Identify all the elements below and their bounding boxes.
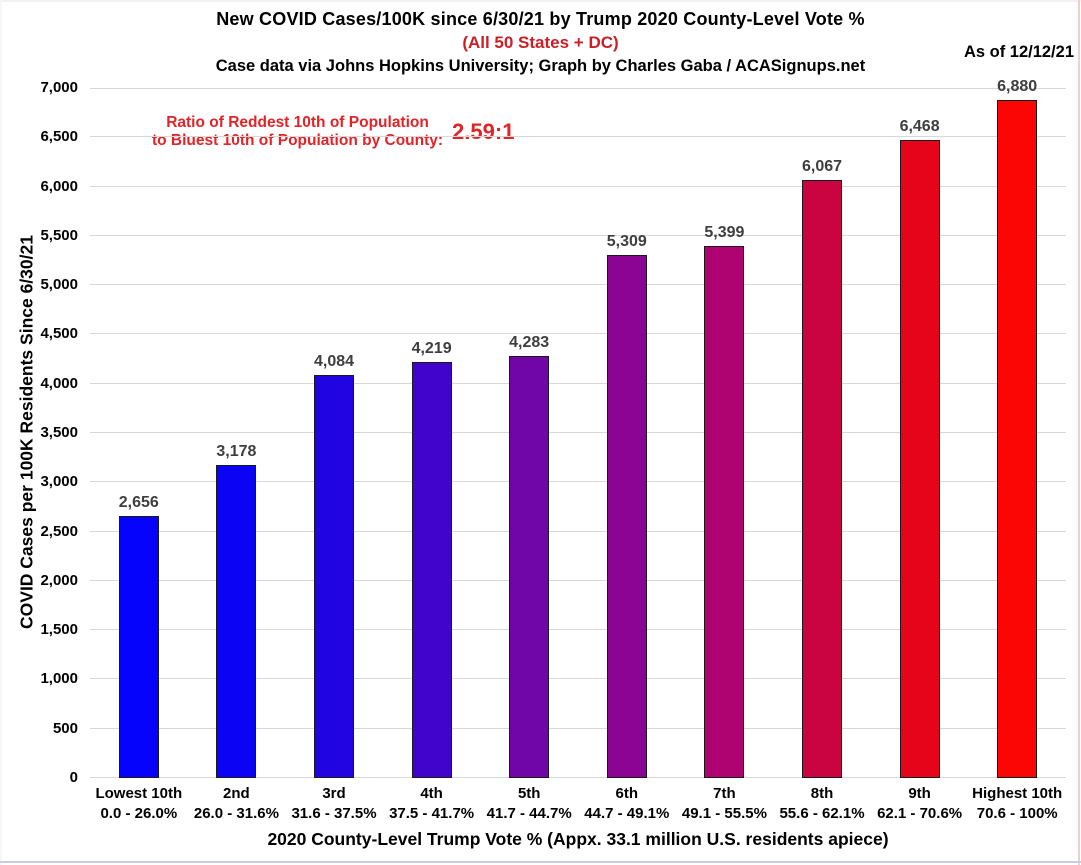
x-category-range: 44.7 - 49.1%: [584, 805, 670, 822]
y-tick-label: 2,500: [40, 522, 78, 540]
x-category-range: 62.1 - 70.6%: [877, 805, 963, 822]
x-category-label: 4th 37.5 - 41.7%: [367, 784, 497, 824]
gridline: [90, 678, 1066, 680]
chart-title: New COVID Cases/100K since 6/30/21 by Tr…: [216, 9, 865, 29]
x-category-label: 5th 41.7 - 44.7%: [464, 784, 594, 824]
gridline: [90, 88, 1066, 89]
bar-value-label: 5,309: [606, 232, 647, 250]
x-category-range: 0.0 - 26.0%: [100, 805, 178, 822]
x-category-range: 41.7 - 44.7%: [486, 805, 572, 822]
x-category-label: 9th 62.1 - 70.6%: [855, 784, 985, 824]
bar-value-label: 5,399: [704, 223, 745, 241]
y-tick-label: 4,000: [40, 374, 78, 392]
gridline: [90, 629, 1066, 631]
y-tick-label: 500: [52, 719, 78, 737]
gridline: [90, 530, 1066, 532]
bar: [118, 516, 159, 778]
gridline: [90, 432, 1066, 433]
x-category-label: 2nd 26.0 - 31.6%: [171, 784, 301, 824]
bar-value-label: 6,880: [997, 77, 1038, 95]
bar-value-label: 4,283: [509, 333, 550, 351]
chart-subtitle: (All 50 States + DC): [462, 33, 619, 52]
edge-right-divider: [1078, 0, 1080, 865]
bar: [997, 99, 1038, 778]
y-tick-label: 1,000: [40, 670, 78, 688]
x-category-label: 8th 55.6 - 62.1%: [757, 784, 887, 824]
x-category-name: 8th: [810, 785, 834, 802]
x-category-name: 6th: [615, 785, 639, 802]
ratio-annotation: Ratio of Reddest 10th of Population to B…: [152, 114, 514, 150]
x-axis-tick-labels: Lowest 10th 0.0 - 26.0% 2nd 26.0 - 31.6% 3rd…: [90, 784, 1066, 826]
x-category-range: 55.6 - 62.1%: [779, 805, 865, 822]
bar: [606, 254, 647, 778]
bar: [802, 179, 842, 778]
y-tick-label: 7,000: [40, 79, 78, 96]
gridline: [90, 727, 1066, 729]
gridline: [90, 579, 1066, 581]
gridline: [90, 185, 1066, 187]
x-category-name: 4th: [420, 785, 443, 802]
gridline: [90, 382, 1066, 384]
ratio-annotation-text: Ratio of Reddest 10th of Population to B…: [152, 114, 443, 150]
bar-value-label: 4,084: [313, 353, 355, 371]
gridline: [90, 481, 1066, 483]
chart-credit: Case data via Johns Hopkins University; …: [215, 57, 866, 75]
bar: [216, 464, 257, 778]
title-block: New COVID Cases/100K since 6/30/21 by Tr…: [0, 9, 1081, 76]
as-of-date: As of 12/12/21: [963, 43, 1074, 61]
y-tick-label: 6,500: [40, 128, 78, 146]
x-category-label: 3rd 31.6 - 37.5%: [269, 784, 399, 824]
x-category-range: 37.5 - 41.7%: [389, 805, 475, 822]
bar-value-label: 4,219: [411, 340, 452, 358]
gridline: [90, 234, 1066, 236]
x-axis-title: 2020 County-Level Trump Vote % (Appx. 33…: [267, 829, 889, 849]
x-category-name: 3rd: [322, 785, 346, 802]
edge-left-divider: [0, 0, 2, 865]
x-category-range: 31.6 - 37.5%: [291, 805, 377, 822]
ratio-annotation-line1: Ratio of Reddest 10th of Population: [166, 114, 429, 131]
x-category-label: 7th 49.1 - 55.5%: [659, 784, 789, 824]
bar-value-label: 6,468: [899, 118, 940, 136]
x-category-range: 26.0 - 31.6%: [193, 805, 279, 822]
x-category-name: 9th: [908, 785, 931, 802]
bar: [314, 375, 354, 778]
bar: [899, 140, 940, 778]
gridline: [90, 333, 1066, 335]
bar: [704, 245, 745, 778]
x-category-range: 49.1 - 55.5%: [681, 805, 767, 822]
edge-top-divider: [0, 0, 1081, 2]
y-tick-label: 1,500: [40, 621, 78, 639]
x-category-name: Highest 10th: [972, 785, 1063, 802]
x-category-label: Highest 10th 70.6 - 100%: [952, 784, 1081, 824]
x-category-label: 6th 44.7 - 49.1%: [562, 784, 692, 824]
edge-bottom-divider: [0, 861, 1081, 863]
gridline: [90, 284, 1066, 286]
y-tick-label: 5,000: [40, 276, 78, 294]
bar-value-label: 6,067: [801, 157, 843, 175]
y-tick-label: 5,500: [40, 226, 78, 244]
y-tick-label: 6,000: [40, 177, 78, 195]
x-category-name: 2nd: [223, 785, 250, 802]
y-tick-label: 3,500: [40, 424, 78, 441]
y-tick-label: 0: [69, 769, 78, 786]
bar-value-label: 2,656: [118, 494, 159, 512]
gridline: [90, 777, 1066, 778]
bar-value-label: 3,178: [216, 442, 257, 460]
gridline: [90, 136, 1066, 138]
ratio-annotation-line2: to Bluest 10th of Population by County:: [152, 132, 444, 149]
y-tick-label: 2,000: [40, 571, 78, 589]
y-tick-label: 4,500: [40, 325, 78, 343]
bar: [509, 355, 550, 778]
x-category-name: Lowest 10th: [95, 785, 183, 802]
x-category-name: 5th: [517, 785, 541, 802]
x-category-label: Lowest 10th 0.0 - 26.0%: [74, 784, 204, 824]
ratio-value: 2.59:1: [452, 119, 515, 144]
bar: [411, 362, 452, 778]
y-tick-label: 3,000: [40, 473, 78, 491]
x-category-name: 7th: [713, 785, 736, 802]
plot-area: 2,656 3,178 4,084 4,219 4,283 5,309 5,399 6,067…: [90, 78, 1066, 778]
x-category-range: 70.6 - 100%: [976, 805, 1058, 822]
